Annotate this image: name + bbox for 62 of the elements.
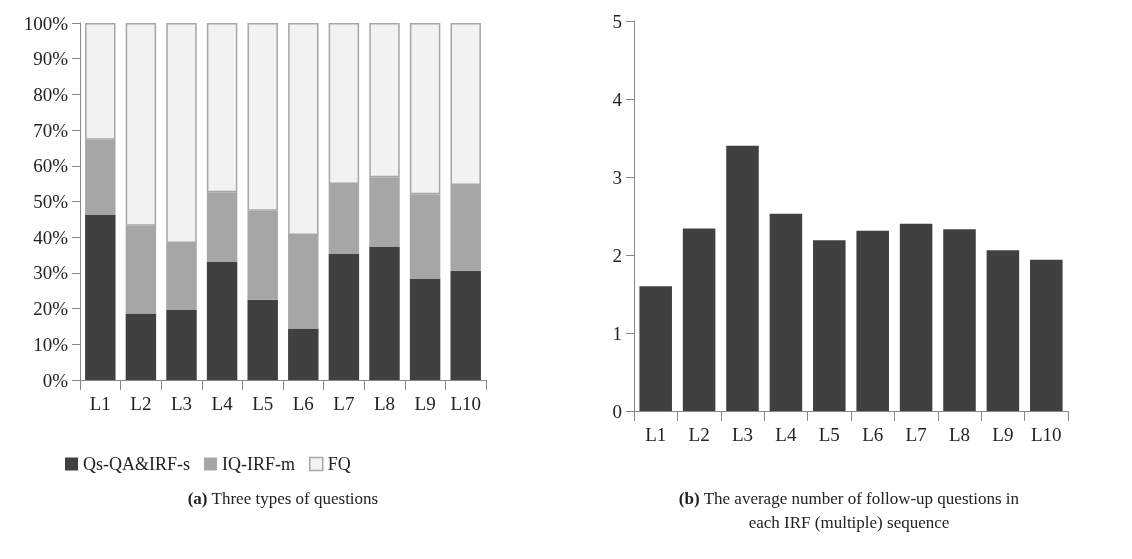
y-tick-label: 10%	[33, 333, 69, 355]
bar	[85, 215, 116, 380]
bar	[166, 310, 197, 380]
bar	[726, 145, 759, 411]
y-tick-label: 4	[612, 88, 623, 110]
y-tick-label: 50%	[33, 191, 69, 212]
x-tick-label: L10	[450, 393, 481, 414]
y-tick-label: 3	[612, 166, 622, 188]
y-tick-label: 1	[612, 322, 622, 344]
text: (a) Three types of questions	[187, 489, 379, 508]
x-tick-label: L4	[775, 424, 797, 445]
text: (b) The average number of follow-up questions in each IRF (multiple) sequence	[678, 489, 1020, 532]
x-tick-label: L7	[333, 393, 355, 414]
y-tick-label: 40%	[33, 226, 69, 248]
bar	[813, 240, 846, 411]
bar	[288, 328, 319, 380]
x-tick-label: L2	[130, 393, 152, 414]
y-tick-label: 0	[612, 400, 622, 422]
bar	[769, 213, 803, 411]
y-tick-label: 80%	[33, 83, 69, 105]
x-tick-label: L7	[905, 424, 927, 445]
y-tick-label: 60%	[33, 155, 69, 177]
y-tick-label: 2	[612, 244, 622, 266]
x-tick-label: L1	[89, 393, 111, 414]
x-tick-label: L9	[992, 424, 1014, 445]
x-tick-label: L10	[1031, 424, 1062, 445]
y-tick-label: 0%	[42, 369, 69, 391]
bar	[328, 253, 360, 380]
y-tick-label: 70%	[33, 119, 69, 141]
bar	[856, 230, 889, 411]
x-tick-label: L6	[862, 424, 884, 445]
x-tick-label: L4	[211, 393, 234, 414]
x-tick-label: L9	[414, 393, 436, 414]
x-tick-label: L2	[688, 424, 710, 445]
bar	[125, 313, 157, 380]
bar	[206, 261, 238, 380]
bar	[639, 286, 672, 411]
legend-label: FQ	[327, 454, 351, 474]
y-tick-label: 5	[612, 10, 622, 32]
bar	[247, 299, 278, 380]
bar	[369, 246, 400, 380]
x-tick-label: L8	[373, 393, 396, 414]
bar	[1030, 259, 1063, 411]
x-tick-label: L5	[818, 424, 840, 445]
bar	[450, 270, 481, 380]
x-tick-label: L8	[948, 424, 971, 445]
bar	[986, 250, 1020, 411]
bar	[943, 229, 976, 411]
legend-label: IQ-IRF-m	[222, 454, 296, 474]
bar	[899, 223, 933, 411]
x-tick-label: L3	[731, 424, 754, 445]
legend-label: Qs-QA&IRF-s	[83, 454, 191, 474]
y-tick-label: 30%	[33, 262, 69, 284]
y-tick-label: 100%	[23, 12, 69, 34]
x-tick-label: L6	[292, 393, 314, 414]
y-tick-label: 90%	[33, 48, 69, 70]
x-tick-label: L5	[252, 393, 274, 414]
x-tick-label: L3	[170, 393, 193, 414]
x-tick-label: L1	[645, 424, 667, 445]
y-tick-label: 20%	[33, 298, 69, 320]
bar	[409, 278, 441, 380]
bar	[682, 228, 716, 411]
